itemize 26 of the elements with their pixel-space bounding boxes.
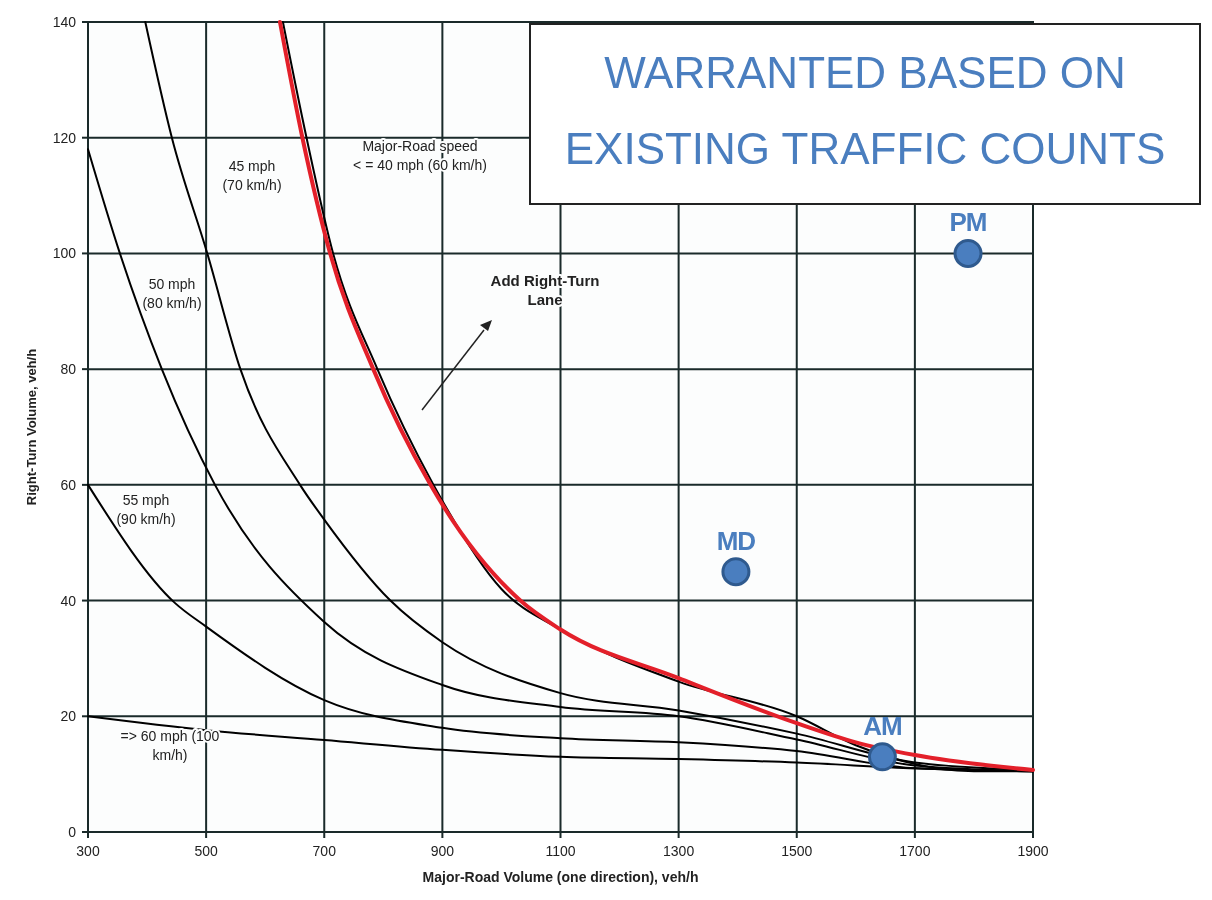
y-tick-label: 40 xyxy=(60,592,77,609)
x-tick-label: 1700 xyxy=(899,843,931,859)
y-tick-label: 60 xyxy=(60,476,77,493)
x-tick-label: 1300 xyxy=(663,843,695,859)
y-tick-label: 140 xyxy=(52,14,77,30)
x-tick-label: 1900 xyxy=(1017,843,1049,859)
series-label: AM xyxy=(863,710,902,741)
series-label: 55 mph (90 km/h) xyxy=(116,492,176,527)
x-tick-label: 500 xyxy=(194,843,219,859)
text: WARRANTED BASED ON EXISTING TRAFFIC COUNTS xyxy=(564,48,1166,173)
x-tick-label: 1500 xyxy=(781,843,813,859)
y-tick-label: 120 xyxy=(52,129,77,146)
x-axis-title: Major-Road Volume (one direction), veh/h xyxy=(422,869,699,885)
series-label: PM xyxy=(949,207,987,238)
x-tick-label: 900 xyxy=(430,843,455,859)
series-label: 50 mph (80 km/h) xyxy=(142,276,202,311)
y-tick-label: 0 xyxy=(68,824,77,840)
x-tick-label: 300 xyxy=(76,843,100,859)
x-tick-label: 1100 xyxy=(545,843,576,859)
x-tick-label: 700 xyxy=(312,843,337,859)
y-axis-title: Right-Turn Volume, veh/h xyxy=(24,348,39,506)
text: 45 mph (70 km/h) xyxy=(222,158,282,193)
y-tick-label: 100 xyxy=(52,245,77,262)
series-label: MD xyxy=(716,525,756,556)
y-tick-label: 20 xyxy=(60,708,77,725)
y-tick-label: 80 xyxy=(60,361,77,378)
